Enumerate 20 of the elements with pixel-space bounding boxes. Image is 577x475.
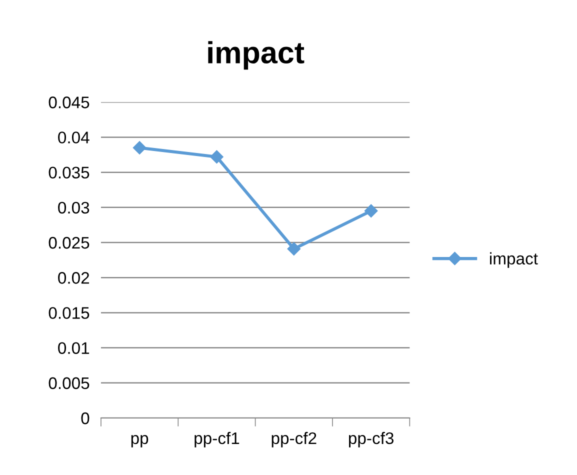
point: [210, 150, 224, 164]
y-tick-label: 0.045: [48, 96, 90, 108]
point: [132, 141, 146, 154]
y-tick-label: 0.035: [48, 166, 90, 179]
y-tick-label: 0.01: [58, 342, 90, 354]
y-tick-label: 0.04: [58, 132, 90, 144]
point: [364, 204, 378, 218]
chart-title: impact: [208, 41, 304, 70]
legend-label: impact: [490, 252, 538, 268]
point: [287, 242, 300, 256]
y-tick-label: 0.015: [48, 307, 90, 319]
y-tick-label: 0.02: [58, 272, 90, 284]
x-tick-label: pp-cf3: [349, 432, 394, 448]
x-tick-label: pp-cf1: [194, 432, 240, 448]
y-tick-label: 0: [81, 412, 90, 424]
x-tick-label: pp: [131, 435, 148, 448]
y-tick-label: 0.025: [48, 236, 90, 249]
x-tick-label: pp-cf2: [272, 432, 316, 448]
y-tick-label: 0.03: [58, 202, 90, 214]
y-tick-label: 0.005: [48, 377, 90, 390]
